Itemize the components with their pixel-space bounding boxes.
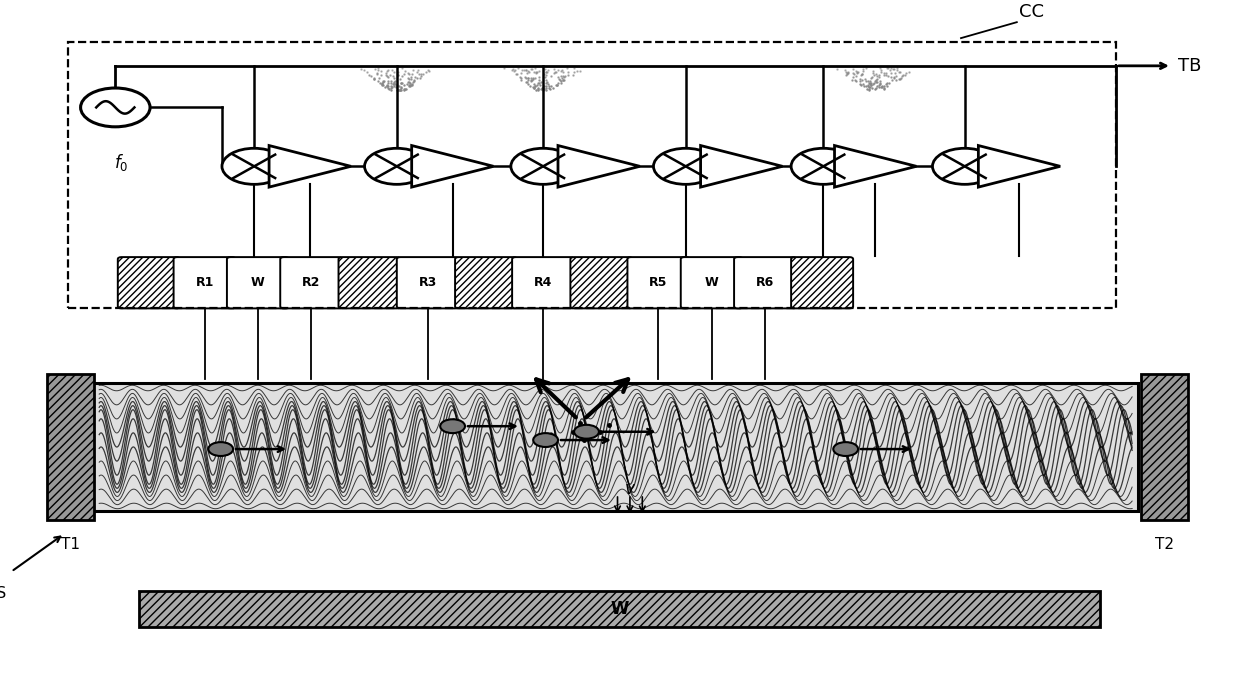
Text: R6: R6 xyxy=(756,277,774,289)
FancyBboxPatch shape xyxy=(227,257,289,308)
Text: CC: CC xyxy=(1019,3,1044,21)
Text: W: W xyxy=(704,277,719,289)
Circle shape xyxy=(222,148,286,184)
Polygon shape xyxy=(269,146,351,187)
Circle shape xyxy=(932,148,997,184)
FancyBboxPatch shape xyxy=(280,257,342,308)
FancyBboxPatch shape xyxy=(455,257,517,308)
Circle shape xyxy=(208,442,233,456)
Text: T1: T1 xyxy=(61,537,81,552)
FancyBboxPatch shape xyxy=(512,257,574,308)
Text: TMS: TMS xyxy=(0,586,6,601)
Text: W: W xyxy=(610,600,629,618)
FancyBboxPatch shape xyxy=(139,591,1100,627)
FancyBboxPatch shape xyxy=(118,257,180,308)
Text: $f_0$: $f_0$ xyxy=(114,152,129,173)
Circle shape xyxy=(365,148,429,184)
Text: R4: R4 xyxy=(534,277,552,289)
Text: R2: R2 xyxy=(303,277,320,289)
Text: W: W xyxy=(250,277,265,289)
Circle shape xyxy=(653,148,718,184)
Polygon shape xyxy=(558,146,640,187)
Circle shape xyxy=(511,148,575,184)
Text: T2: T2 xyxy=(1154,537,1174,552)
Polygon shape xyxy=(978,146,1060,187)
Circle shape xyxy=(81,88,150,127)
FancyBboxPatch shape xyxy=(1141,374,1188,520)
Text: TB: TB xyxy=(1178,57,1202,75)
Circle shape xyxy=(833,442,858,456)
FancyBboxPatch shape xyxy=(174,257,236,308)
Text: R5: R5 xyxy=(650,277,667,289)
Polygon shape xyxy=(701,146,782,187)
FancyBboxPatch shape xyxy=(47,374,94,520)
FancyBboxPatch shape xyxy=(339,257,401,308)
Polygon shape xyxy=(835,146,916,187)
Polygon shape xyxy=(412,146,494,187)
FancyBboxPatch shape xyxy=(570,257,632,308)
FancyBboxPatch shape xyxy=(627,257,689,308)
Circle shape xyxy=(533,433,558,447)
Text: R1: R1 xyxy=(196,277,213,289)
Circle shape xyxy=(791,148,856,184)
Text: R3: R3 xyxy=(419,277,436,289)
Circle shape xyxy=(440,419,465,433)
Circle shape xyxy=(574,425,599,439)
FancyBboxPatch shape xyxy=(397,257,459,308)
FancyBboxPatch shape xyxy=(681,257,743,308)
FancyBboxPatch shape xyxy=(734,257,796,308)
FancyBboxPatch shape xyxy=(93,383,1138,511)
Text: v: v xyxy=(625,480,635,498)
FancyBboxPatch shape xyxy=(791,257,853,308)
